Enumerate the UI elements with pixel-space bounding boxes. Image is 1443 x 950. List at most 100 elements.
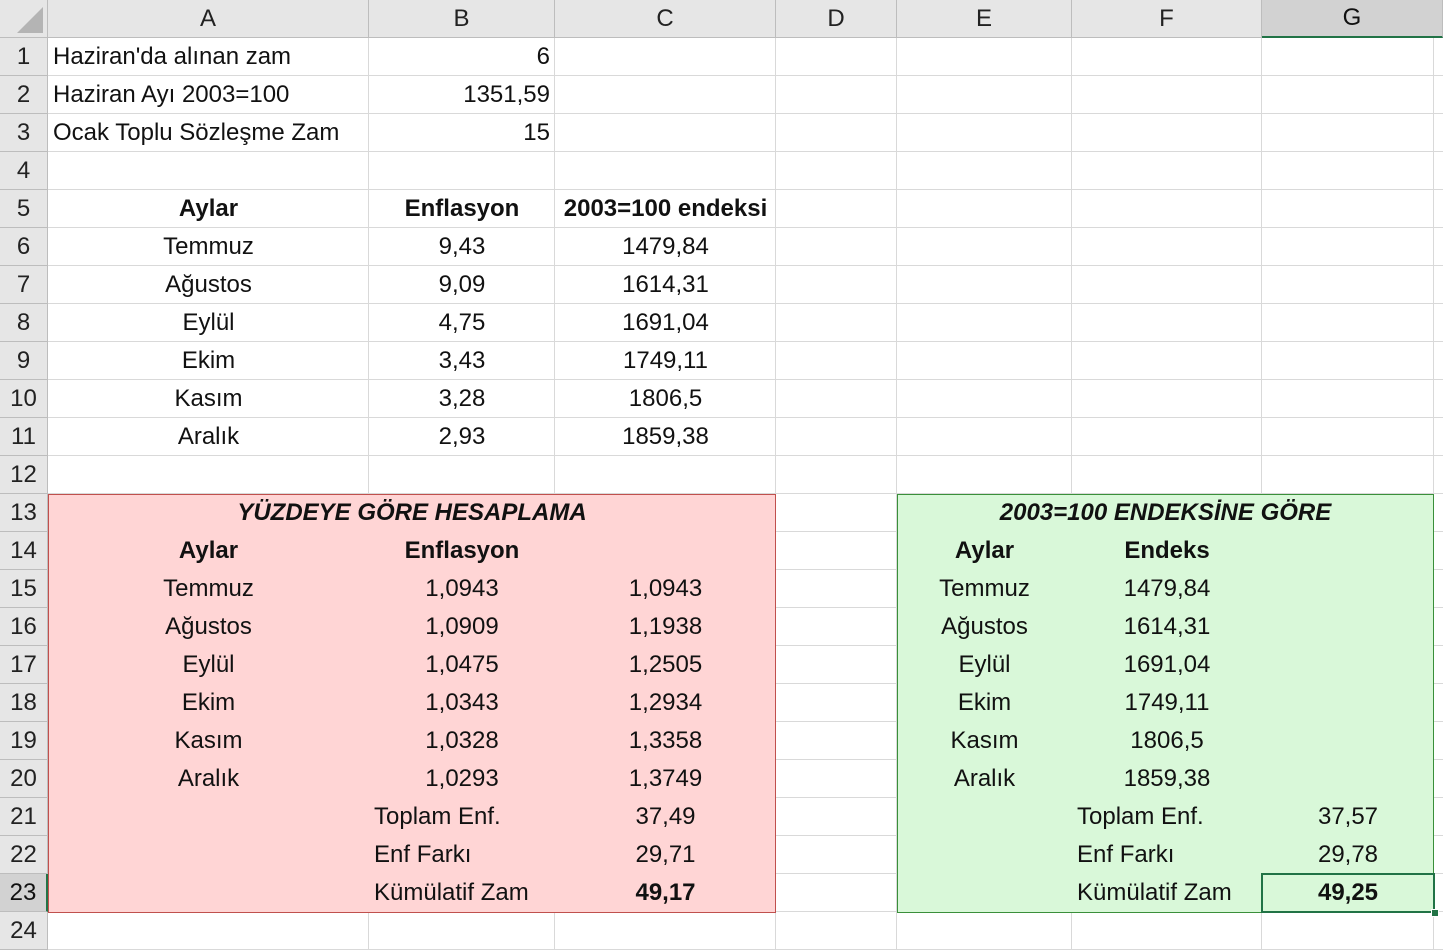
cell-G21[interactable]: 37,57 xyxy=(1317,803,1379,830)
cell-B3[interactable]: 15 xyxy=(523,119,550,146)
cell-B22[interactable]: Enf Farkı xyxy=(374,841,472,868)
cell-E18[interactable]: Ekim xyxy=(957,689,1012,716)
cell-F21[interactable]: Toplam Enf. xyxy=(1077,803,1204,830)
cell-F19[interactable]: 1806,5 xyxy=(1130,727,1204,754)
cell-B15[interactable]: 1,0943 xyxy=(425,575,499,602)
row-header-10[interactable]: 10 xyxy=(0,380,48,418)
cell-C20[interactable]: 1,3749 xyxy=(628,765,703,792)
cell-E15[interactable]: Temmuz xyxy=(939,575,1030,602)
cell-F17[interactable]: 1691,04 xyxy=(1123,651,1211,678)
percent-box-title[interactable]: YÜZDEYE GÖRE HESAPLAMA xyxy=(237,499,587,526)
cell-B6[interactable]: 9,43 xyxy=(438,233,486,260)
cell-F23[interactable]: Kümülatif Zam xyxy=(1077,879,1232,906)
cell-B9[interactable]: 3,43 xyxy=(438,347,486,374)
cell-A8[interactable]: Eylül xyxy=(182,309,235,336)
cell-F14[interactable]: Endeks xyxy=(1124,537,1210,564)
row-header-20[interactable]: 20 xyxy=(0,760,48,798)
cell-A3[interactable]: Ocak Toplu Sözleşme Zam xyxy=(53,119,340,146)
row-header-8[interactable]: 8 xyxy=(0,304,48,342)
cell-B11[interactable]: 2,93 xyxy=(438,423,486,450)
row-header-12[interactable]: 12 xyxy=(0,456,48,494)
select-all-button[interactable] xyxy=(0,0,48,38)
cell-B21[interactable]: Toplam Enf. xyxy=(374,803,501,830)
cell-B20[interactable]: 1,0293 xyxy=(425,765,499,792)
cell-A6[interactable]: Temmuz xyxy=(163,233,254,260)
cell-A18[interactable]: Ekim xyxy=(181,689,236,716)
row-header-5[interactable]: 5 xyxy=(0,190,48,228)
row-header-14[interactable]: 14 xyxy=(0,532,48,570)
row-header-23[interactable]: 23 xyxy=(0,874,48,912)
cell-E16[interactable]: Ağustos xyxy=(941,613,1028,640)
cell-A19[interactable]: Kasım xyxy=(174,727,243,754)
cell-B23[interactable]: Kümülatif Zam xyxy=(374,879,529,906)
row-header-2[interactable]: 2 xyxy=(0,76,48,114)
fill-handle[interactable] xyxy=(1431,909,1439,917)
cell-B2[interactable]: 1351,59 xyxy=(463,81,550,108)
row-header-9[interactable]: 9 xyxy=(0,342,48,380)
cell-E20[interactable]: Aralık xyxy=(953,765,1016,792)
cell-B16[interactable]: 1,0909 xyxy=(425,613,499,640)
column-header-c[interactable]: C xyxy=(555,0,776,38)
row-header-16[interactable]: 16 xyxy=(0,608,48,646)
cell-B8[interactable]: 4,75 xyxy=(438,309,486,336)
cell-A7[interactable]: Ağustos xyxy=(165,271,252,298)
cell-C9[interactable]: 1749,11 xyxy=(623,347,708,374)
cell-C5[interactable]: 2003=100 endeksi xyxy=(563,195,768,222)
cell-C23[interactable]: 49,17 xyxy=(635,879,696,906)
column-header-b[interactable]: B xyxy=(369,0,555,38)
cell-A2[interactable]: Haziran Ayı 2003=100 xyxy=(53,81,290,108)
cell-C21[interactable]: 37,49 xyxy=(635,803,696,830)
cell-C6[interactable]: 1479,84 xyxy=(622,233,709,260)
row-header-11[interactable]: 11 xyxy=(0,418,48,456)
cell-G23[interactable]: 49,25 xyxy=(1317,879,1379,906)
cell-A9[interactable]: Ekim xyxy=(181,347,236,374)
row-header-24[interactable]: 24 xyxy=(0,912,48,950)
cell-C8[interactable]: 1691,04 xyxy=(622,309,709,336)
cell-F22[interactable]: Enf Farkı xyxy=(1077,841,1175,868)
cell-E19[interactable]: Kasım xyxy=(950,727,1019,754)
cell-B14[interactable]: Enflasyon xyxy=(404,537,520,564)
active-cell-selection[interactable] xyxy=(1261,873,1435,913)
row-header-17[interactable]: 17 xyxy=(0,646,48,684)
cell-F15[interactable]: 1479,84 xyxy=(1123,575,1211,602)
cell-A20[interactable]: Aralık xyxy=(177,765,240,792)
cell-A5[interactable]: Aylar xyxy=(178,195,239,222)
cell-C22[interactable]: 29,71 xyxy=(635,841,696,868)
row-header-21[interactable]: 21 xyxy=(0,798,48,836)
cell-A1[interactable]: Haziran'da alınan zam xyxy=(53,43,292,70)
cell-A17[interactable]: Eylül xyxy=(182,651,235,678)
cell-C11[interactable]: 1859,38 xyxy=(622,423,709,450)
row-header-7[interactable]: 7 xyxy=(0,266,48,304)
cell-A16[interactable]: Ağustos xyxy=(165,613,252,640)
column-header-g[interactable]: G xyxy=(1262,0,1443,38)
cell-E14[interactable]: Aylar xyxy=(954,537,1015,564)
cell-E17[interactable]: Eylül xyxy=(958,651,1011,678)
cell-A15[interactable]: Temmuz xyxy=(163,575,254,602)
column-header-a[interactable]: A xyxy=(48,0,369,38)
row-header-18[interactable]: 18 xyxy=(0,684,48,722)
cell-G22[interactable]: 29,78 xyxy=(1317,841,1379,868)
cell-C17[interactable]: 1,2505 xyxy=(628,651,703,678)
column-header-f[interactable]: F xyxy=(1072,0,1262,38)
cell-B1[interactable]: 6 xyxy=(536,43,550,70)
row-header-22[interactable]: 22 xyxy=(0,836,48,874)
index-box-title[interactable]: 2003=100 ENDEKSİNE GÖRE xyxy=(999,499,1332,526)
cell-B10[interactable]: 3,28 xyxy=(438,385,486,412)
cell-C10[interactable]: 1806,5 xyxy=(628,385,703,412)
cell-C18[interactable]: 1,2934 xyxy=(628,689,703,716)
cell-F18[interactable]: 1749,11 xyxy=(1124,689,1210,716)
cell-C19[interactable]: 1,3358 xyxy=(628,727,703,754)
row-header-19[interactable]: 19 xyxy=(0,722,48,760)
row-header-4[interactable]: 4 xyxy=(0,152,48,190)
row-header-3[interactable]: 3 xyxy=(0,114,48,152)
cell-F20[interactable]: 1859,38 xyxy=(1123,765,1211,792)
cell-C16[interactable]: 1,1938 xyxy=(628,613,703,640)
cell-A11[interactable]: Aralık xyxy=(177,423,240,450)
cell-C15[interactable]: 1,0943 xyxy=(628,575,703,602)
cell-B18[interactable]: 1,0343 xyxy=(425,689,499,716)
cell-A14[interactable]: Aylar xyxy=(178,537,239,564)
row-header-13[interactable]: 13 xyxy=(0,494,48,532)
row-header-6[interactable]: 6 xyxy=(0,228,48,266)
cell-B17[interactable]: 1,0475 xyxy=(425,651,499,678)
